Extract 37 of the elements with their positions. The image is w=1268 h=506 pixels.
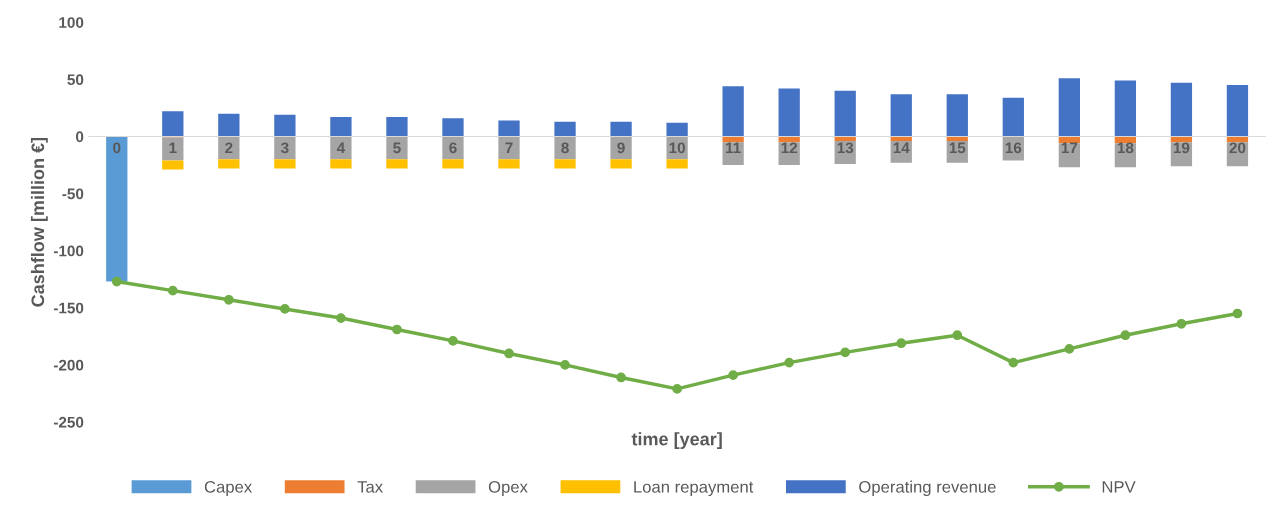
y-axis-title: Cashflow [million €] xyxy=(30,137,48,307)
x-tick-label: 5 xyxy=(393,142,401,154)
legend-label: Operating revenue xyxy=(859,480,996,497)
x-tick-label: 6 xyxy=(449,142,457,154)
legend-label: Capex xyxy=(204,480,252,497)
y-tick-label: 0 xyxy=(76,131,84,143)
legend-label: Loan repayment xyxy=(634,481,754,497)
x-tick-label: 7 xyxy=(505,142,513,154)
x-tick-label: 9 xyxy=(617,142,625,154)
x-tick-label: 18 xyxy=(1117,142,1134,154)
y-tick-label: 50 xyxy=(67,74,84,86)
x-tick-label: 19 xyxy=(1173,142,1190,154)
x-tick-label: 2 xyxy=(225,142,233,154)
legend-label: Tax xyxy=(357,481,383,493)
x-tick-label: 20 xyxy=(1229,142,1246,154)
y-tick-label: -100 xyxy=(53,245,84,257)
y-tick-label: 100 xyxy=(59,17,84,28)
x-tick-label: 16 xyxy=(1005,142,1022,154)
y-tick-label: -150 xyxy=(53,302,84,314)
x-tick-label: 17 xyxy=(1061,142,1078,154)
x-axis-title: time [year] xyxy=(631,432,722,450)
y-tick-label: -250 xyxy=(53,416,84,428)
x-tick-label: 13 xyxy=(837,142,854,154)
x-tick-label: 0 xyxy=(113,142,121,154)
x-tick-label: 11 xyxy=(726,142,741,154)
y-tick-label: -50 xyxy=(62,188,84,200)
legend-label: NPV xyxy=(1102,481,1136,493)
x-tick-label: 3 xyxy=(280,142,289,154)
x-tick-label: 1 xyxy=(169,142,177,154)
x-tick-label: 10 xyxy=(669,142,685,154)
x-tick-label: 14 xyxy=(893,142,910,154)
x-tick-label: 4 xyxy=(336,142,346,154)
x-tick-label: 8 xyxy=(561,142,569,154)
x-tick-label: 15 xyxy=(949,142,966,154)
legend-label: Opex xyxy=(488,480,528,497)
x-tick-label: 12 xyxy=(781,142,798,154)
y-tick-label: -200 xyxy=(53,359,84,371)
